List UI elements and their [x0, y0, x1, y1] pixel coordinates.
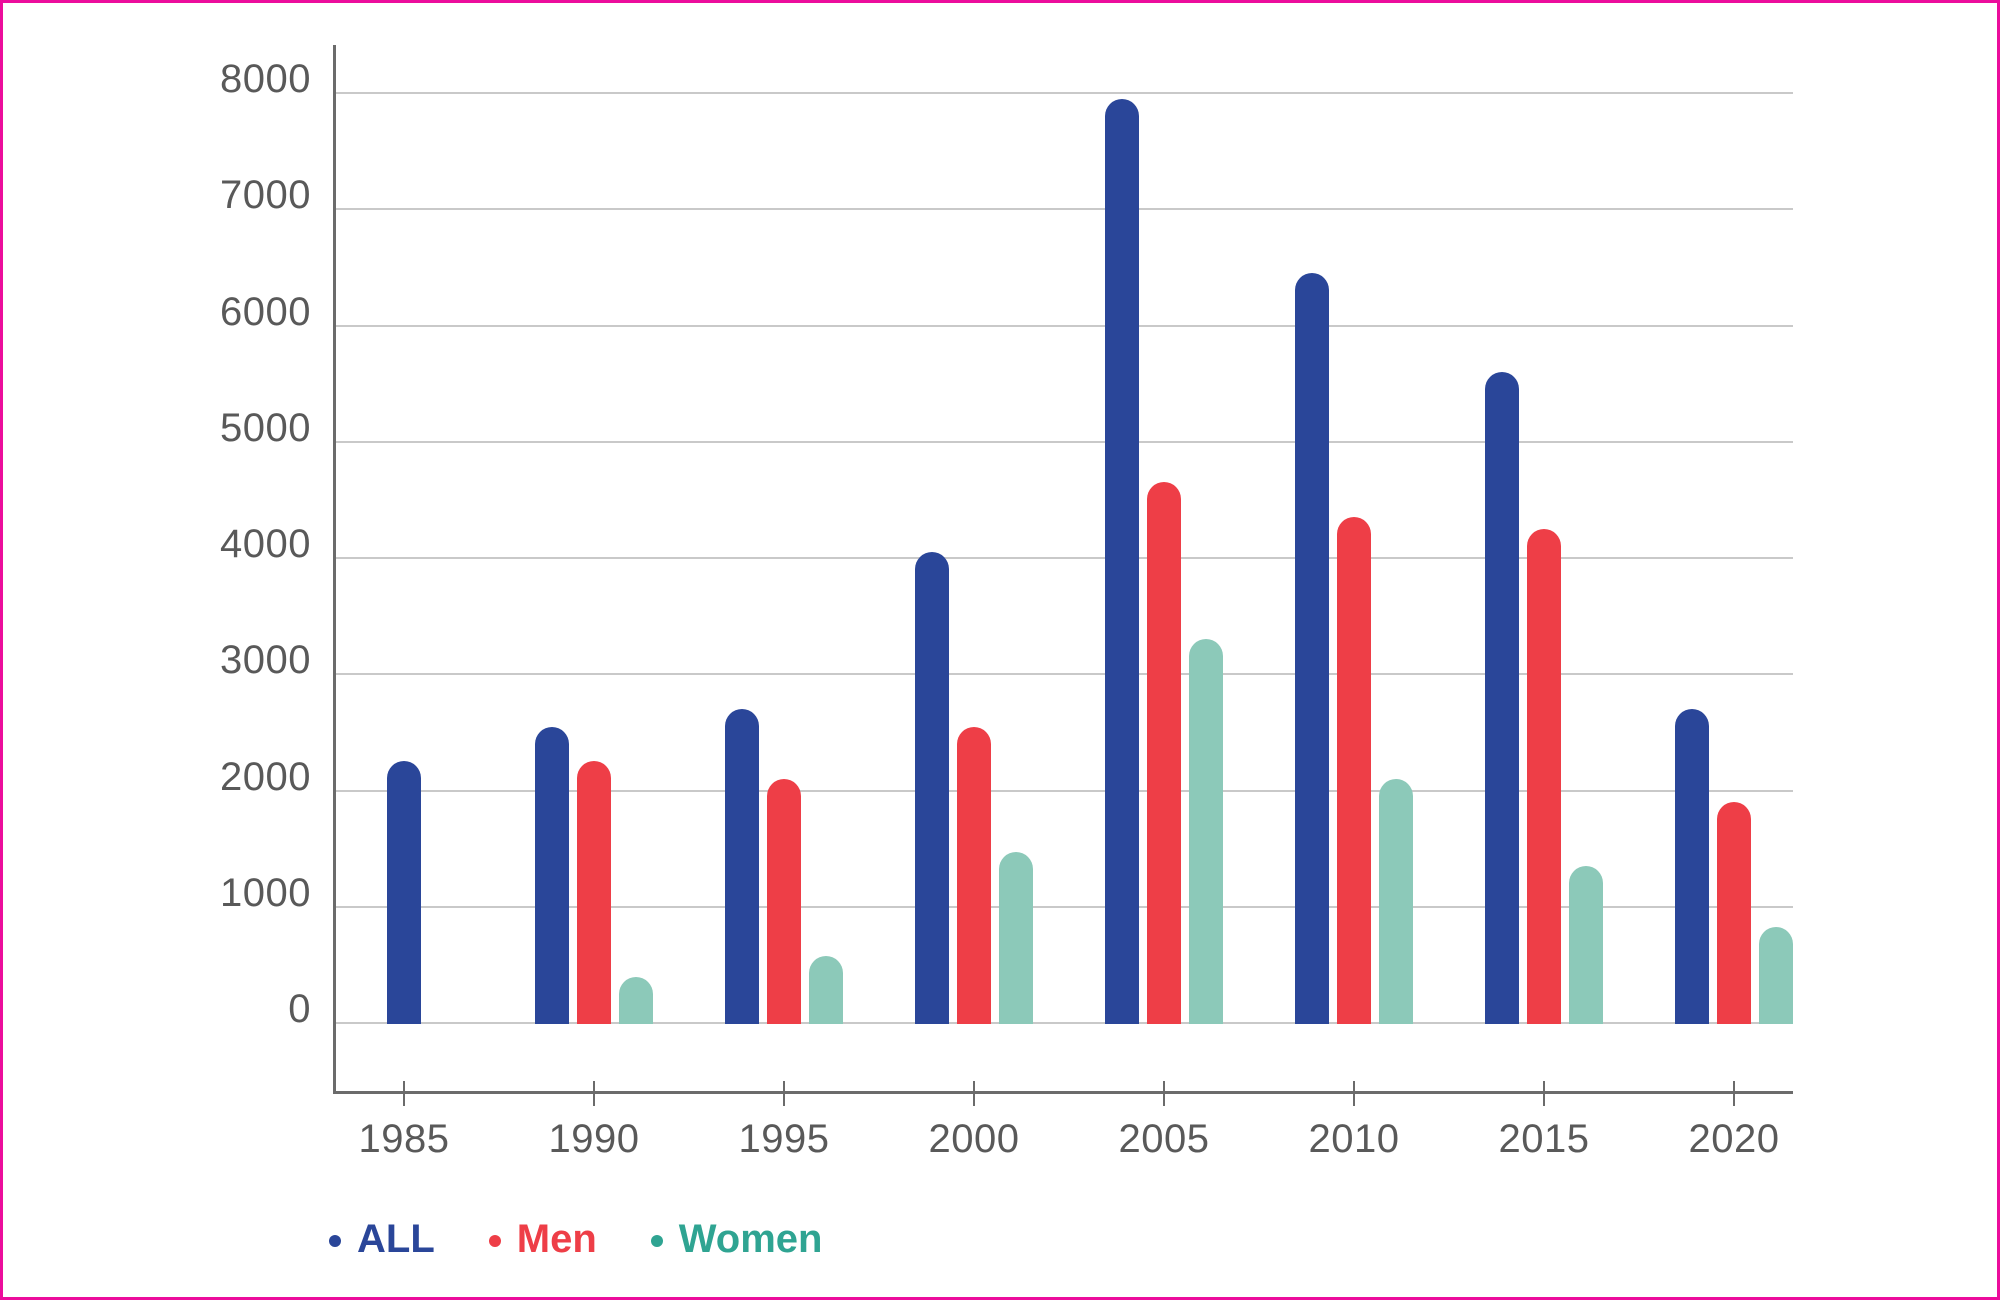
x-axis-tick-2010: [1353, 1081, 1355, 1106]
bar-1995-all: [725, 709, 759, 1024]
y-axis-label-5000: 5000: [220, 405, 311, 450]
bar-2005-all: [1105, 98, 1139, 1024]
gridline-5000: [333, 440, 1793, 443]
legend-label: Men: [516, 1217, 597, 1261]
x-axis-tick-2015: [1543, 1081, 1545, 1106]
legend-label: ALL: [357, 1217, 435, 1261]
bar-2020-men: [1717, 802, 1751, 1024]
y-axis-label-7000: 7000: [220, 173, 311, 218]
gridline-1000: [333, 905, 1793, 908]
legend-dot-icon: [488, 1235, 501, 1247]
gridline-2000: [333, 789, 1793, 792]
gridline-8000: [333, 92, 1793, 94]
gridline-0: [333, 1022, 1793, 1024]
legend-dot-icon: [650, 1235, 663, 1247]
bar-2000-men: [957, 726, 991, 1024]
y-axis-label-2000: 2000: [220, 754, 311, 799]
chart-legend: ALL Men Women: [329, 1215, 822, 1263]
x-axis-label-2010: 2010: [1308, 1117, 1400, 1161]
y-axis-spine: [333, 45, 336, 1094]
y-axis-label-1000: 1000: [220, 870, 311, 915]
x-axis-tick-1995: [783, 1081, 785, 1106]
x-axis-tick-2005: [1163, 1081, 1165, 1106]
y-axis-label-3000: 3000: [220, 638, 311, 683]
y-axis-label-6000: 6000: [220, 289, 311, 334]
y-axis-label-4000: 4000: [220, 522, 311, 566]
x-axis-label-2020: 2020: [1688, 1117, 1780, 1161]
bar-1990-men: [577, 761, 611, 1024]
bar-2000-all: [915, 552, 949, 1024]
bar-2010-all: [1295, 273, 1329, 1024]
bar-2015-all: [1485, 372, 1519, 1024]
bar-2000-women: [999, 851, 1033, 1024]
gridline-6000: [333, 324, 1793, 327]
bar-2010-women: [1379, 778, 1413, 1024]
bar-chart-plot-area: 0 1000 2000 3000 4000 5000 6000 7000 8000 1985 199…: [3, 3, 1997, 1297]
gridline-3000: [333, 673, 1793, 676]
x-axis-tick-1990: [593, 1081, 595, 1106]
x-axis-label-1995: 1995: [738, 1117, 830, 1161]
bar-2020-all: [1675, 709, 1709, 1024]
legend-dot-icon: [329, 1235, 341, 1247]
bar-1995-women: [809, 956, 843, 1024]
bar-1990-women: [619, 976, 653, 1024]
gridline-4000: [333, 557, 1793, 559]
bar-2015-men: [1527, 528, 1561, 1024]
bar-1995-men: [767, 778, 801, 1024]
bar-2020-women: [1759, 927, 1793, 1024]
x-axis-tick-2000: [973, 1081, 975, 1106]
legend-item-women: Women: [650, 1215, 823, 1263]
legend-item-men: Men: [488, 1215, 597, 1263]
bar-2005-women: [1189, 639, 1223, 1024]
x-axis-label-1990: 1990: [548, 1117, 640, 1161]
x-axis-label-1985: 1985: [358, 1117, 450, 1161]
bar-2005-men: [1147, 482, 1181, 1024]
legend-item-all: ALL: [329, 1215, 435, 1263]
bar-1985-all: [387, 761, 421, 1024]
x-axis-label-2000: 2000: [928, 1117, 1020, 1161]
legend-label: Women: [678, 1217, 823, 1261]
x-axis-tick-1985: [403, 1081, 405, 1106]
bar-2015-women: [1569, 866, 1603, 1024]
x-axis-label-2005: 2005: [1118, 1117, 1210, 1161]
y-axis-label-8000: 8000: [220, 57, 311, 101]
bar-2010-men: [1337, 517, 1371, 1024]
y-axis-label-0: 0: [288, 987, 311, 1031]
x-axis-label-2015: 2015: [1498, 1117, 1590, 1161]
gridline-7000: [333, 208, 1793, 211]
bar-1990-all: [535, 726, 569, 1024]
x-axis-spine: [333, 1091, 1793, 1094]
x-axis-tick-2020: [1733, 1081, 1735, 1106]
